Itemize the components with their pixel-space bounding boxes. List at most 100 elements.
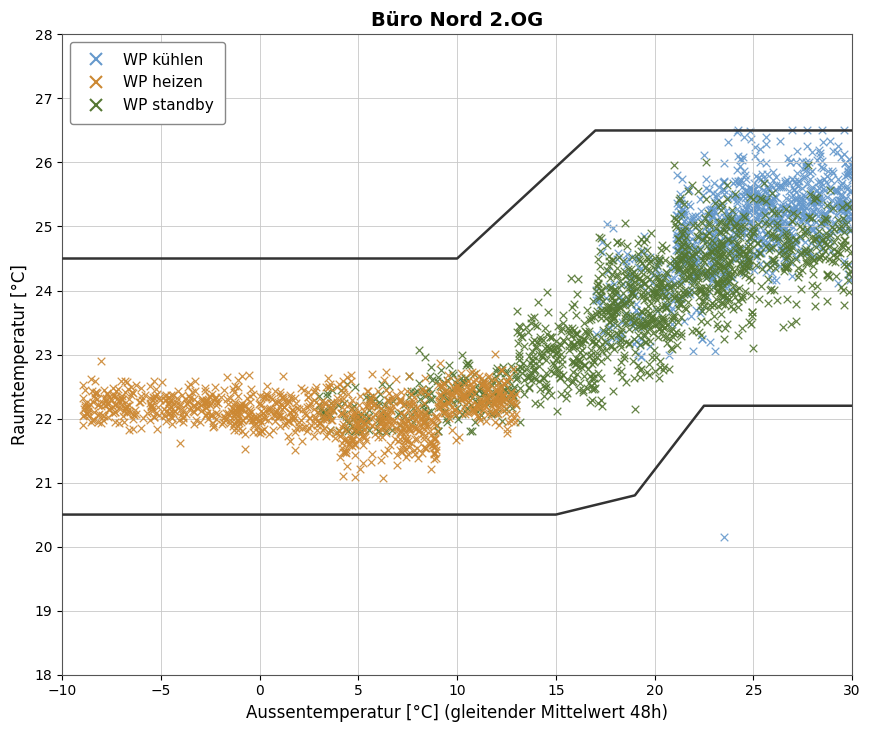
- Point: [400, 416, 414, 427]
- Point: [497, 377, 511, 389]
- Point: [620, 309, 634, 321]
- Point: [308, 430, 322, 441]
- Point: [809, 240, 823, 252]
- Point: [808, 222, 822, 234]
- Point: [607, 284, 621, 295]
- Point: [350, 425, 364, 437]
- Point: [674, 225, 688, 237]
- Point: [699, 229, 713, 241]
- Point: [748, 150, 762, 162]
- Point: [454, 386, 468, 398]
- Point: [489, 386, 503, 397]
- Point: [708, 206, 722, 218]
- Point: [722, 219, 736, 231]
- Point: [773, 221, 787, 233]
- Point: [837, 226, 851, 237]
- Point: [532, 347, 546, 359]
- Point: [328, 397, 342, 409]
- Point: [311, 408, 325, 419]
- Point: [362, 405, 376, 416]
- Point: [680, 257, 694, 268]
- Point: [684, 250, 698, 262]
- Point: [643, 323, 657, 334]
- Point: [352, 419, 366, 431]
- Point: [703, 244, 717, 256]
- Point: [231, 420, 245, 432]
- Point: [576, 384, 589, 396]
- Point: [493, 397, 507, 408]
- Point: [435, 400, 449, 412]
- Point: [816, 163, 830, 174]
- Point: [730, 224, 744, 235]
- Point: [575, 345, 589, 356]
- Point: [838, 240, 852, 251]
- Point: [784, 245, 798, 257]
- Point: [757, 177, 771, 189]
- Point: [678, 243, 691, 255]
- Point: [826, 194, 840, 206]
- Point: [582, 314, 596, 326]
- Point: [690, 244, 704, 256]
- Point: [451, 383, 465, 395]
- Point: [352, 432, 366, 444]
- Point: [771, 224, 785, 236]
- Point: [718, 260, 732, 272]
- Point: [272, 408, 286, 419]
- Point: [428, 448, 442, 460]
- Point: [619, 316, 633, 328]
- Point: [657, 322, 671, 334]
- Point: [283, 407, 296, 419]
- Point: [622, 323, 636, 334]
- Point: [743, 244, 757, 256]
- Point: [806, 254, 820, 266]
- Point: [413, 408, 427, 419]
- Point: [632, 273, 646, 284]
- Point: [843, 274, 857, 286]
- Point: [495, 389, 509, 401]
- Point: [761, 237, 775, 249]
- Point: [89, 386, 103, 398]
- Point: [167, 405, 181, 417]
- Point: [841, 287, 855, 298]
- Point: [826, 167, 840, 179]
- Point: [763, 261, 777, 273]
- Point: [470, 399, 484, 411]
- Point: [571, 273, 585, 285]
- Point: [187, 406, 201, 418]
- Point: [610, 319, 623, 331]
- Point: [593, 290, 607, 301]
- Point: [619, 260, 633, 272]
- Point: [780, 232, 794, 243]
- Point: [242, 409, 255, 421]
- Point: [678, 236, 692, 248]
- Point: [336, 386, 350, 397]
- Point: [754, 281, 768, 292]
- Point: [736, 246, 750, 258]
- Point: [497, 404, 511, 416]
- Point: [228, 407, 242, 419]
- Point: [231, 374, 245, 386]
- Point: [344, 410, 358, 422]
- Point: [831, 140, 845, 152]
- Point: [382, 410, 396, 421]
- Point: [208, 392, 222, 404]
- Point: [183, 392, 197, 404]
- Point: [676, 208, 690, 220]
- Point: [702, 184, 716, 196]
- Point: [138, 389, 152, 401]
- Point: [841, 163, 855, 174]
- Point: [718, 275, 732, 287]
- Point: [209, 396, 223, 408]
- Point: [672, 261, 686, 273]
- Point: [770, 221, 784, 233]
- Point: [426, 441, 440, 453]
- Point: [712, 243, 726, 254]
- Point: [498, 392, 512, 404]
- Point: [397, 417, 411, 429]
- Point: [707, 299, 721, 311]
- Point: [542, 348, 556, 360]
- Point: [428, 444, 442, 456]
- Point: [429, 440, 443, 452]
- Point: [554, 325, 568, 337]
- Point: [698, 213, 712, 224]
